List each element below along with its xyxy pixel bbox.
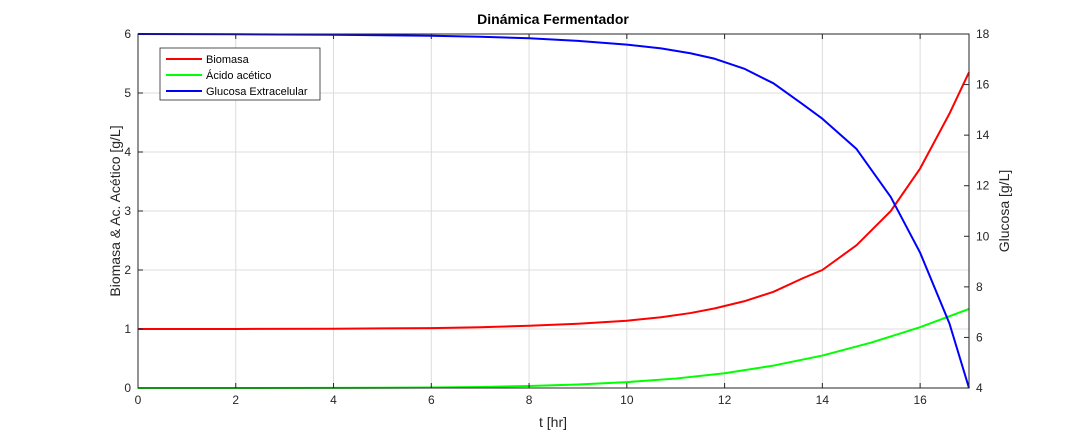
y-right-tick-label: 8 [976, 280, 983, 294]
y-right-tick-label: 14 [976, 128, 990, 142]
y-left-tick-label: 6 [124, 27, 131, 41]
y-right-tick-label: 10 [976, 229, 990, 243]
x-axis-label: t [hr] [539, 414, 567, 430]
y-axis-right-label: Glucosa [g/L] [996, 170, 1012, 253]
y-left-tick-label: 4 [124, 145, 131, 159]
y-right-tick-label: 18 [976, 27, 990, 41]
series-line-0 [137, 71, 970, 330]
y-axis-right: 4 6 8 10 12 14 16 18 [964, 27, 990, 395]
legend-label-1: Ácido acético [206, 69, 271, 82]
y-axis-left-label: Biomasa & Ac. Acético [g/L] [107, 125, 123, 296]
y-right-tick-label: 16 [976, 78, 990, 92]
x-tick-label: 12 [718, 393, 732, 407]
x-tick-label: 6 [428, 393, 435, 407]
y-left-tick-label: 3 [124, 204, 131, 218]
chart-title: Dinámica Fermentador [477, 11, 629, 27]
y-left-tick-label: 2 [124, 263, 131, 277]
series-line-1 [138, 308, 970, 389]
legend: Biomasa Ácido acético Glucosa Extracelular [159, 47, 321, 101]
legend-label-0: Biomasa [206, 54, 250, 66]
x-tick-label: 10 [620, 393, 634, 407]
x-axis: 0 2 4 6 8 10 12 14 16 [135, 34, 927, 407]
x-tick-label: 16 [913, 393, 927, 407]
x-tick-label: 0 [135, 393, 142, 407]
x-tick-label: 2 [232, 393, 239, 407]
y-right-tick-label: 12 [976, 179, 990, 193]
y-right-tick-label: 6 [976, 330, 983, 344]
y-left-tick-label: 1 [124, 322, 131, 336]
series-line-2 [137, 33, 970, 389]
y-axis-left: 0 1 2 3 4 5 6 [124, 27, 143, 395]
x-tick-label: 4 [330, 393, 337, 407]
y-right-tick-label: 4 [976, 381, 983, 395]
y-left-tick-label: 5 [124, 86, 131, 100]
x-tick-label: 8 [526, 393, 533, 407]
x-tick-label: 14 [816, 393, 830, 407]
y-left-tick-label: 0 [124, 381, 131, 395]
legend-label-2: Glucosa Extracelular [206, 86, 308, 98]
